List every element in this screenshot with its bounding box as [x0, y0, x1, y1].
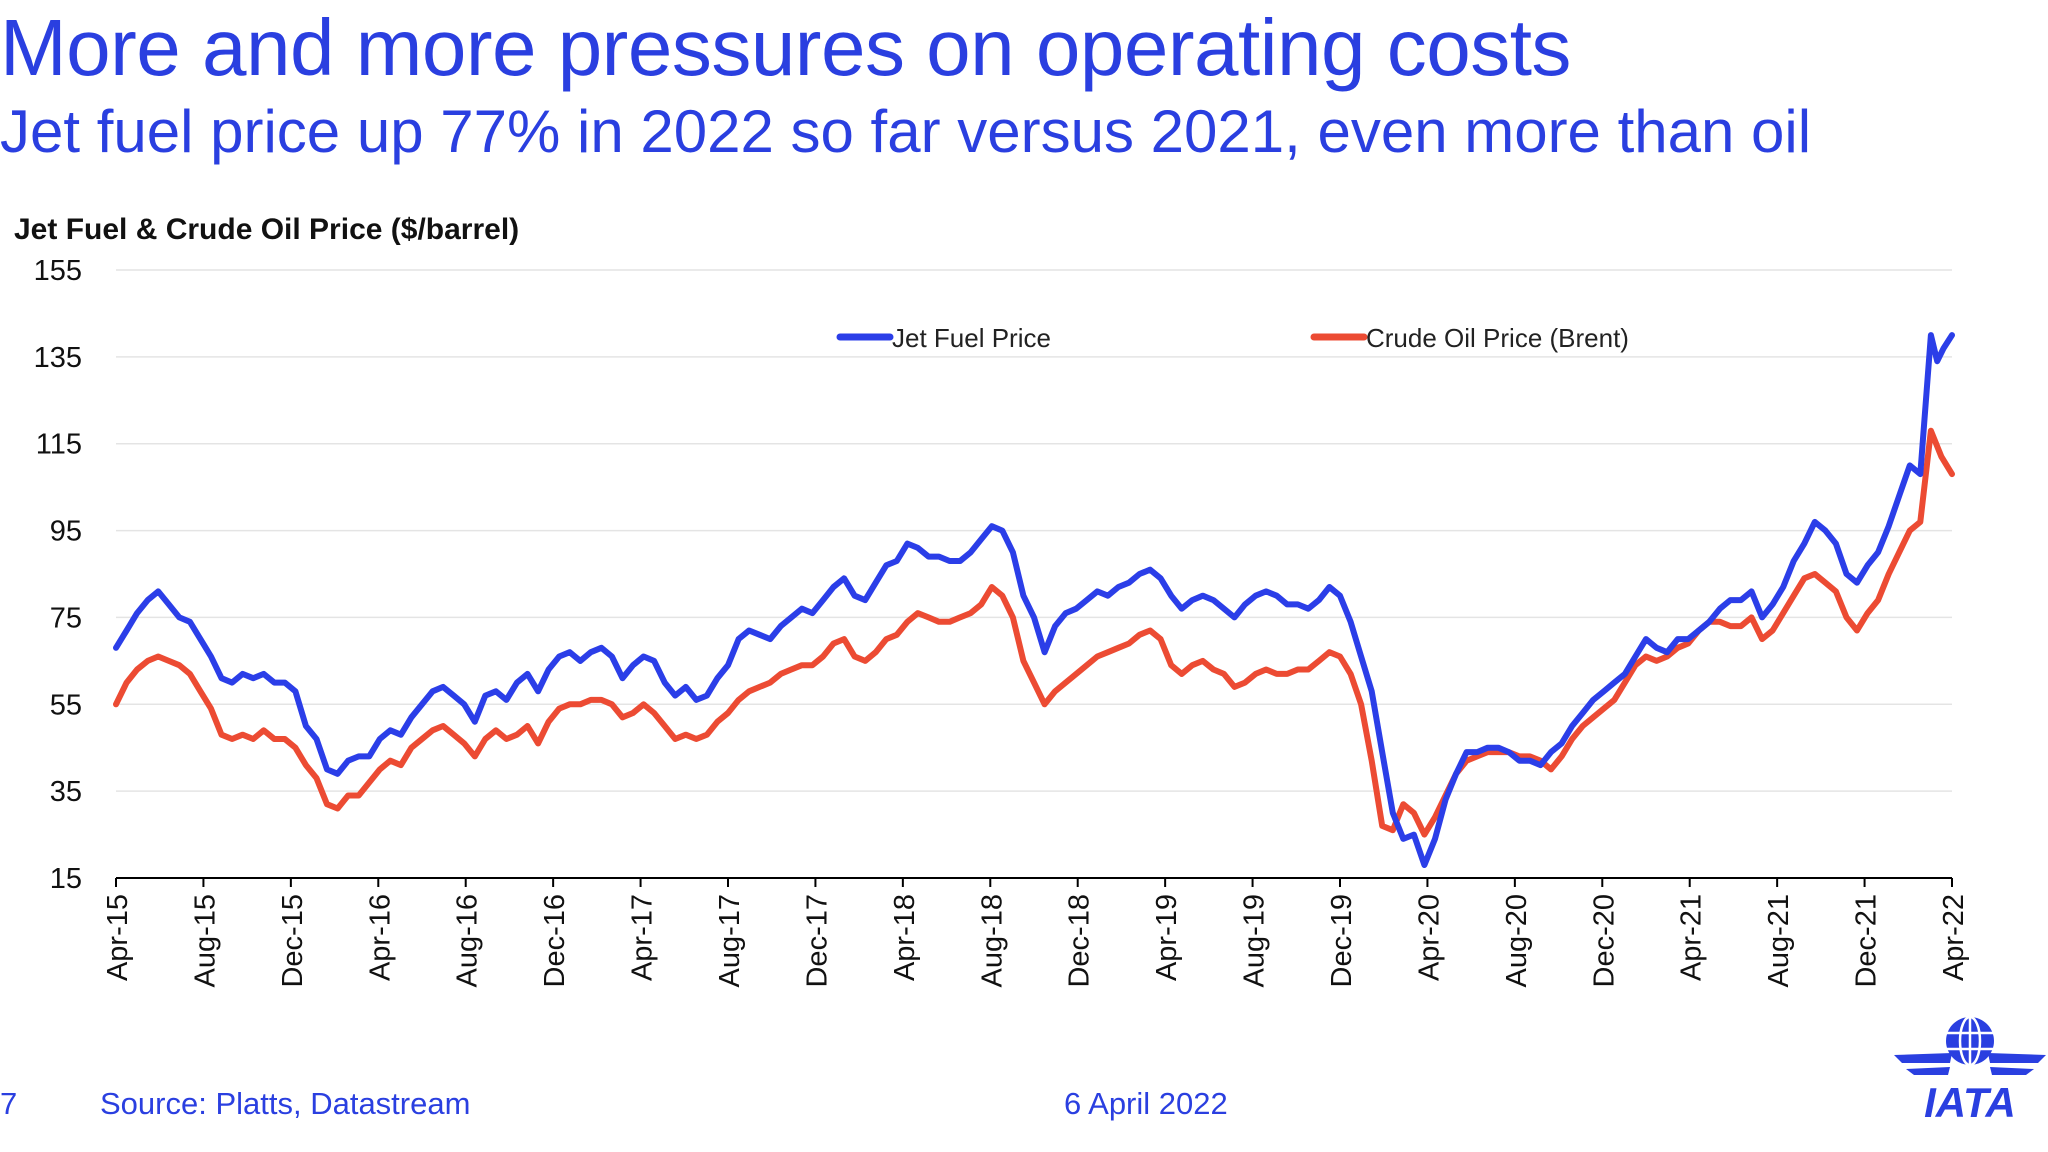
x-tick-label: Dec-16: [539, 894, 571, 988]
chart-title: Jet Fuel & Crude Oil Price ($/barrel): [14, 213, 519, 246]
wings-icon: [1894, 1053, 2046, 1075]
x-tick-label: Dec-20: [1588, 894, 1620, 988]
source-note: Source: Platts, Datastream: [100, 1086, 471, 1121]
slide-date: 6 April 2022: [1064, 1086, 1228, 1121]
x-tick-label: Aug-15: [189, 894, 221, 988]
x-tick-label: Apr-21: [1676, 894, 1708, 981]
iata-logo: IATA: [1894, 1015, 2046, 1123]
x-tick-label: Apr-19: [1151, 894, 1183, 981]
x-tick-label: Apr-16: [364, 894, 396, 981]
y-tick-label: 75: [50, 602, 82, 634]
x-tick-label: Apr-18: [889, 894, 921, 981]
x-tick-label: Apr-20: [1413, 894, 1445, 981]
x-tick-label: Dec-21: [1851, 894, 1883, 988]
x-tick-label: Dec-17: [801, 894, 833, 988]
y-tick-label: 95: [50, 516, 82, 548]
y-axis: 15 35 55 75 95 115 135 155: [34, 255, 82, 895]
x-tick-label: Aug-16: [452, 894, 484, 988]
slide-subtitle: Jet fuel price up 77% in 2022 so far ver…: [0, 98, 1812, 165]
x-tick-label: Aug-18: [976, 894, 1008, 988]
x-tick-label: Aug-17: [714, 894, 746, 988]
legend-label-crude-oil: Crude Oil Price (Brent): [1366, 323, 1629, 353]
page-number: 7: [0, 1086, 18, 1121]
globe-icon: [1946, 1015, 1994, 1067]
y-tick-label: 155: [34, 255, 82, 287]
y-tick-label: 15: [50, 863, 82, 895]
y-tick-label: 55: [50, 689, 82, 721]
line-chart: Jet Fuel & Crude Oil Price ($/barrel) 15…: [14, 213, 1970, 988]
y-tick-label: 135: [34, 342, 82, 374]
logo-text: IATA: [1924, 1079, 2016, 1123]
x-tick-label: Apr-22: [1938, 894, 1970, 981]
x-tick-label: Apr-15: [102, 894, 134, 981]
x-tick-label: Apr-17: [627, 894, 659, 981]
legend: Jet Fuel Price Crude Oil Price (Brent): [836, 323, 1629, 353]
x-axis: Apr-15 Aug-15 Dec-15 Apr-16 Aug-16 Dec-16 Apr-…: [102, 877, 1970, 988]
legend-label-jet-fuel: Jet Fuel Price: [892, 323, 1051, 353]
series-group: [113, 332, 1955, 868]
series-line-crude-oil: [113, 427, 1955, 838]
x-tick-label: Aug-19: [1239, 894, 1271, 988]
series-line-jet-fuel: [113, 332, 1955, 868]
x-tick-label: Aug-20: [1501, 894, 1533, 988]
x-tick-label: Aug-21: [1763, 894, 1795, 988]
slide-title: More and more pressures on operating cos…: [0, 3, 1571, 92]
x-tick-label: Dec-15: [277, 894, 309, 988]
y-tick-label: 115: [36, 429, 82, 461]
x-tick-label: Dec-19: [1326, 894, 1358, 988]
y-tick-label: 35: [50, 776, 82, 808]
x-tick-label: Dec-18: [1064, 894, 1096, 988]
